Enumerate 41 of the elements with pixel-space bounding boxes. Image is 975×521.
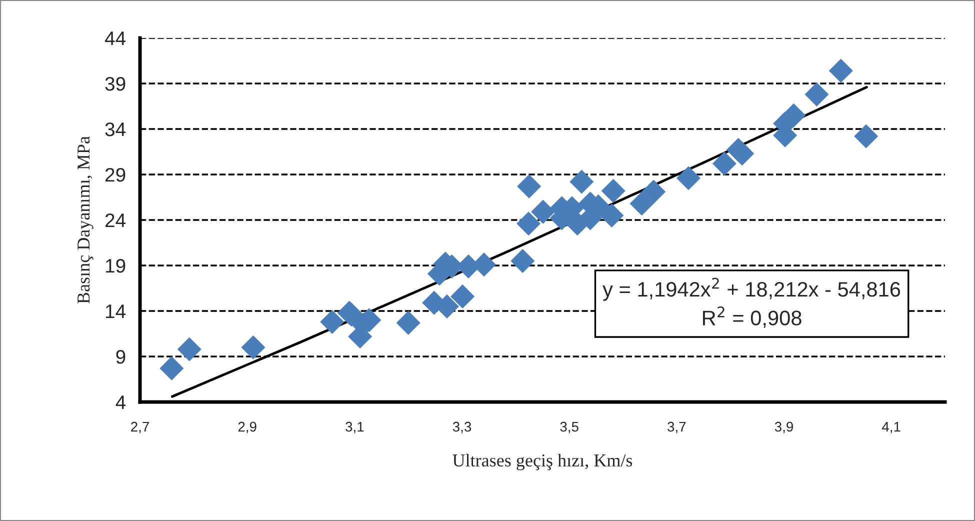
point (828, 58, 853, 83)
point (177, 337, 202, 362)
point (320, 310, 344, 334)
point (450, 284, 475, 308)
annotation: y = 1,1942x$^{2}$ + 18,212x - 54,816 R$^{2}$ = 0,908 (602, 278, 900, 328)
x-tick-label: 2,7 (131, 422, 149, 434)
y-tick-label: 44 (104, 32, 126, 46)
y-tick-label: 24 (105, 213, 126, 228)
y-axis-title: Basınç Dayanımı, MPa (78, 136, 94, 304)
point (516, 212, 541, 236)
y-tick-label: 19 (106, 258, 126, 273)
y-tick-label: 39 (105, 76, 126, 91)
point (570, 170, 594, 194)
x-tick-label: 3,3 (452, 422, 472, 434)
y-tick-label: 29 (105, 168, 126, 182)
point (600, 203, 624, 228)
x-tick-label: 3,7 (668, 422, 686, 434)
point (396, 310, 420, 335)
point (601, 178, 626, 203)
point (854, 124, 878, 148)
x-tick-label: 3,1 (346, 422, 364, 434)
x-tick-label: 3,5 (560, 422, 578, 434)
x-tick-label: 2,9 (238, 422, 256, 434)
point (517, 174, 542, 198)
point (630, 192, 654, 216)
point (642, 180, 666, 204)
x-axis-title: Ultrases geçiş hızı, Km/s (452, 454, 632, 470)
y-tick-label: 14 (106, 304, 126, 318)
point (730, 142, 754, 166)
x-tick-label: 4,1 (882, 422, 900, 434)
point (160, 356, 184, 380)
point (241, 335, 266, 360)
y-tick-label: 9 (116, 350, 126, 364)
point (531, 200, 556, 224)
y-tick-label: 4 (116, 396, 126, 410)
point (676, 166, 700, 190)
y-tick-label: 34 (105, 122, 126, 136)
x-tick-label: 3,9 (774, 422, 793, 434)
point (510, 248, 535, 273)
point (712, 152, 736, 176)
point (804, 82, 829, 106)
